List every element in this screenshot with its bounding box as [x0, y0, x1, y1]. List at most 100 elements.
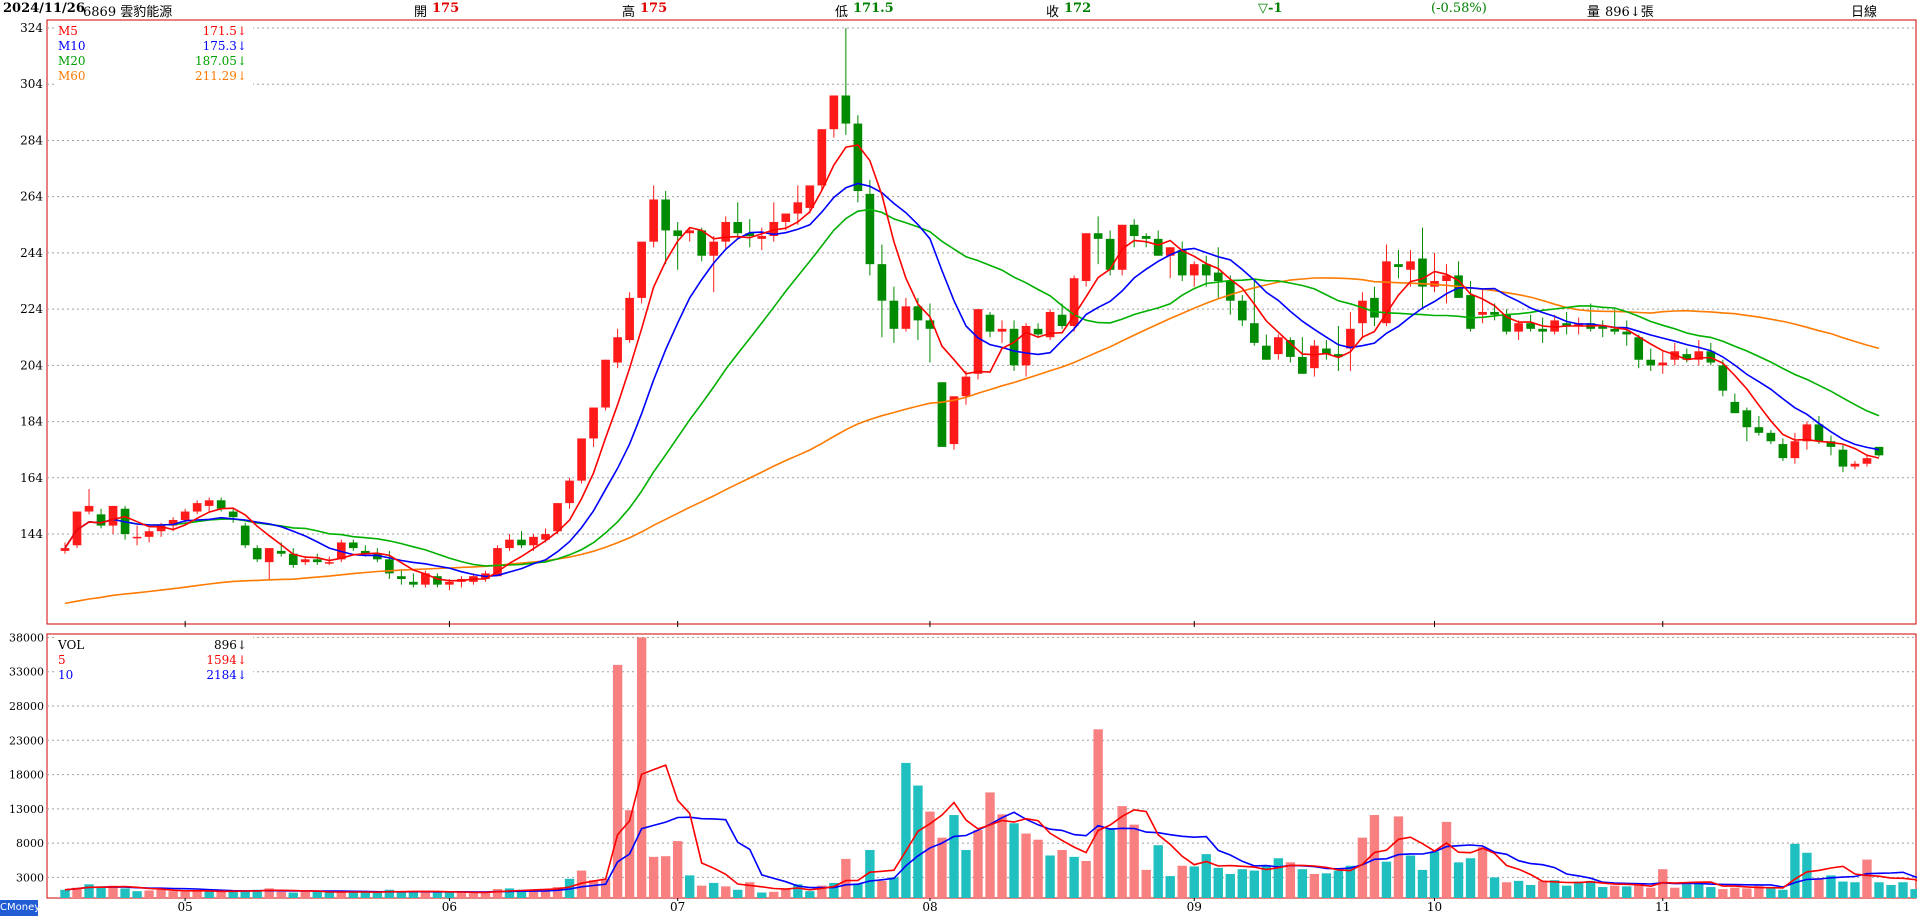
volume-bar [1561, 885, 1572, 898]
volume-bar [1189, 866, 1199, 898]
candle-body [1562, 323, 1571, 326]
price-tick-label: 144 [20, 527, 43, 541]
volume-bar [1321, 873, 1332, 898]
candle-body [685, 230, 695, 234]
volume-bar [877, 880, 887, 898]
header-bar: 2024/11/26 6869 雲豹能源 開 175 高 175 低 171.5… [0, 0, 1917, 20]
volume-bar [396, 891, 407, 898]
candle-body [1790, 441, 1800, 459]
volume-bar [1213, 867, 1223, 898]
header-stock[interactable]: 6869 雲豹能源 [83, 5, 173, 20]
volume-bar [72, 887, 82, 898]
volume-bar [1622, 886, 1632, 898]
candle-body [1057, 314, 1067, 326]
candle-body [565, 480, 574, 504]
candle-body [1778, 444, 1788, 459]
candle-body [1502, 314, 1511, 332]
volume-bar [432, 892, 443, 898]
candle-body [240, 525, 250, 546]
candle-body [1646, 359, 1656, 366]
price-tick-label: 264 [20, 190, 43, 204]
header-low-label: 低 [835, 5, 849, 20]
candle-body [1826, 441, 1836, 447]
volume-bar [1513, 880, 1524, 898]
volume-legend-label: 5 [58, 653, 66, 667]
volume-bar [672, 841, 683, 898]
volume-bar [721, 886, 731, 898]
candle-body [252, 548, 262, 560]
volume-bar [96, 887, 106, 898]
volume-bar [733, 889, 743, 898]
price-tick-label: 244 [20, 246, 43, 260]
volume-bar [769, 891, 779, 898]
ma5-line [64, 144, 1880, 582]
candle-body [373, 553, 382, 560]
volume-bar [1393, 816, 1404, 898]
price-legend-value: 171.5↓ [203, 24, 247, 38]
volume-bar [252, 889, 262, 898]
volume-bar [1477, 847, 1488, 898]
volume-bar [192, 890, 202, 898]
volume-bar [288, 892, 298, 898]
candle-body [1177, 250, 1187, 276]
volume-bar [1850, 882, 1860, 898]
candle-body [673, 230, 683, 237]
candle-body [1033, 328, 1043, 335]
volume-bar [1165, 876, 1175, 898]
volume-bar [1634, 884, 1644, 898]
volume-bar [1886, 884, 1896, 898]
volume-bar [985, 792, 995, 898]
volume-bar [937, 837, 947, 898]
candle-body [1249, 323, 1259, 343]
ma60-line [64, 277, 1880, 605]
volume-legend-box [55, 636, 253, 685]
candle-body [1129, 224, 1139, 237]
volume-bar [1009, 823, 1019, 898]
volume-bar [456, 892, 467, 898]
volume-bar [612, 664, 623, 898]
header-period[interactable]: 日線 [1851, 5, 1878, 20]
volume-bar [360, 891, 371, 898]
volume-bar [240, 890, 250, 898]
volume-bar [925, 811, 935, 898]
header-open-value: 175 [432, 1, 460, 16]
volume-bar [697, 885, 707, 898]
candle-body [1634, 337, 1644, 360]
candle-body [1526, 323, 1535, 329]
candle-body [72, 511, 82, 546]
candle-body [865, 193, 875, 265]
volume-bar [1309, 874, 1320, 898]
candle-body [276, 550, 286, 554]
month-label: 10 [1427, 900, 1442, 914]
volume-bar [1814, 878, 1824, 898]
volume-bar [312, 891, 322, 898]
candle-body [517, 539, 526, 546]
candle-body [745, 233, 755, 237]
candle-body [1298, 356, 1307, 374]
volume-bar [973, 830, 983, 898]
volume-bar [1357, 837, 1368, 898]
volume-bar [1417, 869, 1428, 898]
volume-bar [84, 884, 94, 898]
volume-bar [1441, 821, 1452, 898]
candle-body [493, 548, 502, 577]
vol-ma5-line [64, 764, 1917, 894]
candle-body [1466, 295, 1475, 329]
volume-bar [1069, 856, 1079, 898]
candle-body [1213, 272, 1223, 282]
volume-bar [108, 885, 118, 898]
candle-body [961, 376, 971, 397]
volume-bar [1573, 881, 1584, 898]
volume-bar [144, 890, 154, 898]
volume-bar [1610, 885, 1620, 898]
volume-legend-value: 1594↓ [206, 653, 247, 667]
volume-bar [1093, 729, 1103, 898]
volume-bar [757, 892, 767, 898]
volume-bar [1706, 887, 1716, 898]
volume-bar [805, 891, 815, 898]
cmoney-logo: CMoney [0, 900, 40, 916]
candle-body [1165, 247, 1175, 256]
candle-body [445, 581, 454, 585]
candle-body [1081, 233, 1091, 282]
volume-bar [1237, 869, 1247, 898]
